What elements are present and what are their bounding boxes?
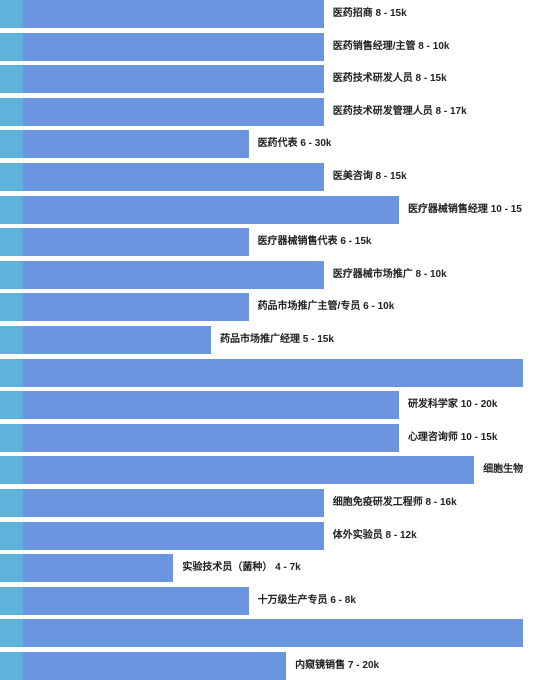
- bar-row: 心理咨询师 10 - 15k: [0, 423, 536, 452]
- bar: [23, 619, 523, 648]
- bar-row-marker: [0, 0, 23, 28]
- bar-row-marker: [0, 554, 23, 583]
- bar: [23, 130, 249, 159]
- bar: [23, 163, 324, 191]
- bar-label: 细胞免疫研发工程师 8 - 16k: [332, 497, 457, 508]
- bar-row: 医药技术研发人员 8 - 15k: [0, 65, 536, 94]
- bar: [23, 652, 287, 680]
- bar-row-marker: [0, 228, 23, 257]
- bar-row-marker: [0, 456, 23, 485]
- bar-label: 细胞生物: [483, 464, 524, 476]
- bar-row-marker: [0, 195, 23, 224]
- bar-row: 十万级生产专员 6 - 8k: [0, 586, 536, 615]
- bar: [23, 195, 399, 224]
- bar-label: 医药代表 6 - 30k: [257, 138, 332, 150]
- bar-label: 医疗器械市场推广 8 - 10k: [332, 268, 447, 280]
- bar: [23, 32, 324, 61]
- bar-label: 医药招商 8 - 15k: [332, 8, 407, 19]
- bar-row: 医药销售经理/主管 8 - 10k: [0, 32, 536, 61]
- bar-label: 药品市场推广主管/专员 6 - 10k: [257, 301, 395, 313]
- bar-row-marker: [0, 391, 23, 420]
- bar: [23, 521, 324, 550]
- bar-row-marker: [0, 293, 23, 322]
- bar: [23, 391, 399, 420]
- bar-label: 药品市场推广经理 5 - 15k: [219, 334, 334, 345]
- bar-row: [0, 619, 536, 648]
- bar: [23, 65, 324, 94]
- bar-row-marker: [0, 521, 23, 550]
- bar: [23, 489, 324, 517]
- bar-row: 医药代表 6 - 30k: [0, 130, 536, 159]
- bar: [23, 554, 174, 583]
- bar-row-marker: [0, 586, 23, 615]
- bar-label: 体外实验员 8 - 12k: [332, 529, 417, 541]
- bar-row: 医美咨询 8 - 15k: [0, 163, 536, 191]
- bar: [23, 326, 211, 354]
- bar-label: 十万级生产专员 6 - 8k: [257, 594, 356, 606]
- bar-row-marker: [0, 32, 23, 61]
- bar-label: 医药技术研发人员 8 - 15k: [332, 73, 447, 85]
- bar-row: 内窥镜销售 7 - 20k: [0, 652, 536, 680]
- bar-row: 医疗器械销售代表 6 - 15k: [0, 228, 536, 257]
- bar-row: 细胞免疫研发工程师 8 - 16k: [0, 489, 536, 517]
- bar-label: 医美咨询 8 - 15k: [332, 171, 407, 182]
- bar-row: 药品市场推广主管/专员 6 - 10k: [0, 293, 536, 322]
- bar-row: 医疗器械市场推广 8 - 10k: [0, 260, 536, 289]
- bar: [23, 293, 249, 322]
- bar-label: 医疗器械销售经理 10 - 15: [407, 203, 522, 215]
- bar-row-marker: [0, 619, 23, 648]
- bar-label: 医药销售经理/主管 8 - 10k: [332, 40, 450, 52]
- bar-row: 体外实验员 8 - 12k: [0, 521, 536, 550]
- bar-label: 医疗器械销售代表 6 - 15k: [257, 236, 372, 248]
- bar-label: 医药技术研发管理人员 8 - 17k: [332, 105, 467, 117]
- bar-row: [0, 358, 536, 387]
- bar-row-marker: [0, 489, 23, 517]
- bar-row-marker: [0, 163, 23, 191]
- bar: [23, 260, 324, 289]
- bar-row: 医疗器械销售经理 10 - 15: [0, 195, 536, 224]
- bar-row: 研发科学家 10 - 20k: [0, 391, 536, 420]
- bar: [23, 228, 249, 257]
- bar-row-marker: [0, 130, 23, 159]
- bar-row: 医药技术研发管理人员 8 - 17k: [0, 97, 536, 126]
- bar-row-marker: [0, 652, 23, 680]
- bar-row-marker: [0, 423, 23, 452]
- bar-label: 内窥镜销售 7 - 20k: [295, 660, 380, 671]
- bar-label: 实验技术员（菌种） 4 - 7k: [182, 562, 301, 574]
- bar-row: 医药招商 8 - 15k: [0, 0, 536, 28]
- bar-row-marker: [0, 65, 23, 94]
- bar-row: 药品市场推广经理 5 - 15k: [0, 326, 536, 354]
- bar-row-marker: [0, 326, 23, 354]
- bar-label: 研发科学家 10 - 20k: [407, 399, 498, 411]
- bar-row-marker: [0, 358, 23, 387]
- bar: [23, 586, 249, 615]
- bar-label: 心理咨询师 10 - 15k: [407, 431, 498, 443]
- bar-row-marker: [0, 97, 23, 126]
- bar: [23, 456, 475, 485]
- bar: [23, 358, 523, 387]
- bar-row: 实验技术员（菌种） 4 - 7k: [0, 554, 536, 583]
- bar: [23, 423, 399, 452]
- bar: [23, 97, 324, 126]
- bar: [23, 0, 324, 28]
- bar-row-marker: [0, 260, 23, 289]
- bar-row: 细胞生物: [0, 456, 536, 485]
